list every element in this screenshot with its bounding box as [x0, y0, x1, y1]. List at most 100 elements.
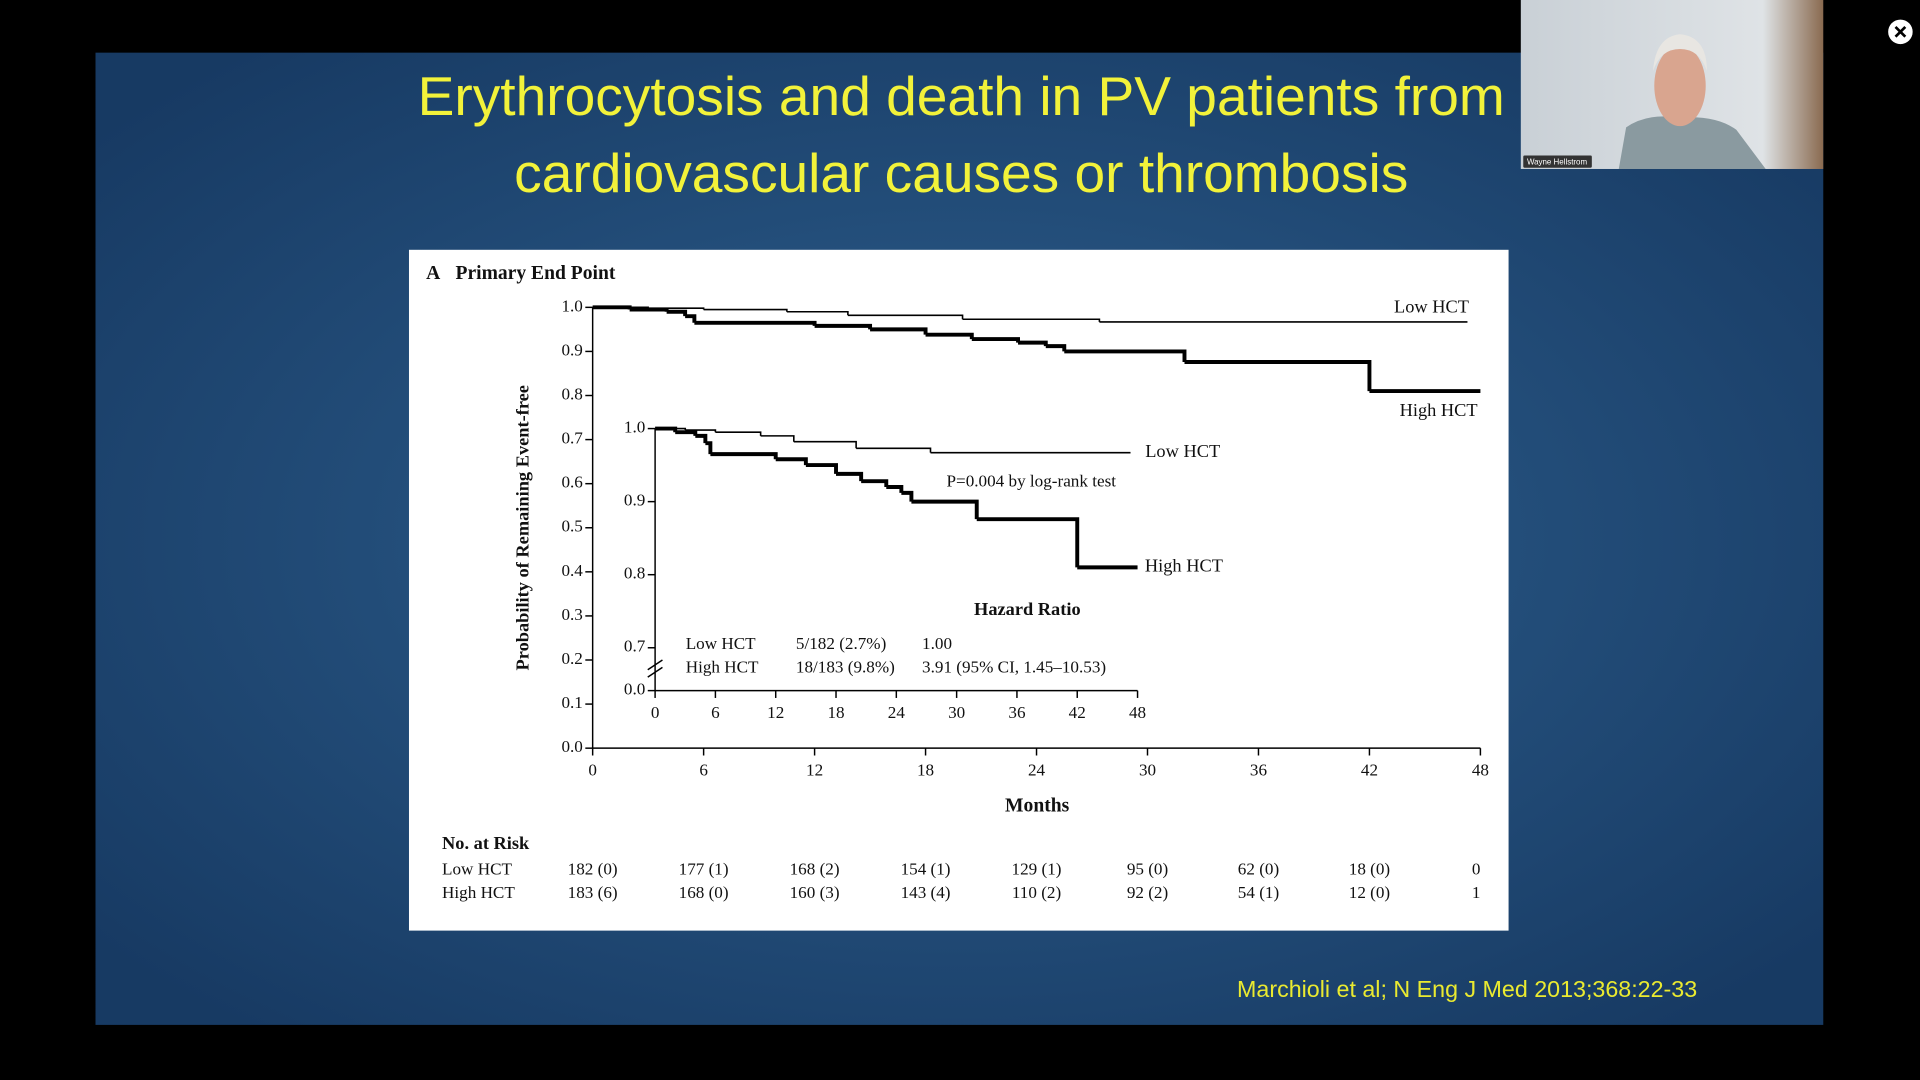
- km-step: [962, 318, 1101, 322]
- inset-series-label: High HCT: [1145, 556, 1223, 576]
- x-tick-label: 12: [806, 760, 823, 779]
- inset-km-step: [715, 431, 762, 436]
- inset-x-tick-label: 36: [1008, 703, 1026, 722]
- km-step: [592, 305, 632, 310]
- inset-km-step: [760, 435, 795, 442]
- at-risk-cell: 129 (1): [1012, 860, 1062, 879]
- slide-title: Erythrocytosis and death in PV patients …: [418, 65, 1505, 127]
- y-tick-label: 0.5: [561, 517, 582, 536]
- inset-x-tick-label: 6: [711, 703, 720, 722]
- close-button[interactable]: [1888, 19, 1913, 45]
- y-tick-label: 0.9: [561, 340, 582, 359]
- km-step: [685, 314, 697, 323]
- inset-y-tick-label: 0.8: [624, 564, 645, 583]
- inset-km-step: [886, 485, 904, 493]
- at-risk-cell: 183 (6): [568, 883, 618, 902]
- at-risk-cell: 110 (2): [1012, 883, 1061, 902]
- km-step: [1018, 340, 1048, 347]
- at-risk-cell: 18 (0): [1349, 860, 1390, 879]
- slide-title: cardiovascular causes or thrombosis: [514, 142, 1408, 204]
- at-risk-cell: 177 (1): [679, 860, 729, 879]
- inset-x-tick-label: 0: [651, 703, 660, 722]
- at-risk-cell: 1: [1472, 883, 1481, 902]
- inset-x-tick-label: 18: [827, 703, 844, 722]
- at-risk-cell: 62 (0): [1238, 860, 1279, 879]
- inset-km-step: [705, 441, 713, 455]
- y-tick-label: 0.2: [561, 649, 582, 668]
- hazard-cell: 1.00: [922, 634, 952, 653]
- km-step: [925, 332, 974, 340]
- panel-letter: A: [426, 263, 440, 284]
- inset-km-step: [976, 517, 1080, 568]
- at-risk-cell: 143 (4): [901, 883, 951, 902]
- at-risk-cell: 54 (1): [1238, 883, 1279, 902]
- inset-x-tick-label: 24: [888, 703, 906, 722]
- y-tick-label: 0.1: [561, 693, 582, 712]
- y-tick-label: 0.7: [561, 429, 583, 448]
- km-step: [786, 310, 849, 316]
- at-risk-label: High HCT: [442, 883, 515, 902]
- at-risk-cell: 160 (3): [790, 883, 840, 902]
- inset-y-tick-label: 0.0: [624, 680, 645, 699]
- citation: Marchioli et al; N Eng J Med 2013;368:22…: [1237, 976, 1697, 1002]
- at-risk-title: No. at Risk: [442, 833, 530, 853]
- x-axis-label: Months: [1005, 795, 1070, 816]
- km-step: [629, 307, 669, 312]
- at-risk-cell: 92 (2): [1127, 883, 1168, 902]
- x-tick-label: 6: [699, 760, 708, 779]
- at-risk-label: Low HCT: [442, 860, 512, 879]
- inset-km-step: [911, 499, 979, 520]
- y-tick-label: 0.8: [561, 384, 582, 403]
- inset-x-tick-label: 12: [767, 703, 784, 722]
- y-tick-label: 0.4: [561, 561, 583, 580]
- x-tick-label: 36: [1250, 760, 1268, 779]
- inset-y-tick-label: 0.9: [624, 491, 645, 510]
- inset-y-tick-label: 1.0: [624, 418, 645, 437]
- y-tick-label: 0.0: [561, 737, 582, 756]
- inset-km-step: [695, 433, 708, 444]
- inset-x-tick-label: 48: [1129, 703, 1146, 722]
- y-tick-label: 1.0: [561, 296, 582, 315]
- km-step: [1045, 344, 1067, 352]
- participant-name: Wayne Hellstrom: [1527, 157, 1588, 166]
- hazard-title: Hazard Ratio: [974, 599, 1081, 619]
- inset-km-step: [901, 490, 914, 502]
- inset-x-tick-label: 42: [1069, 703, 1086, 722]
- hazard-cell: 18/183 (9.8%): [796, 658, 895, 677]
- x-tick-label: 24: [1028, 760, 1046, 779]
- inset-y-tick-label: 0.7: [624, 637, 646, 656]
- km-step: [847, 314, 964, 320]
- x-tick-label: 0: [588, 760, 597, 779]
- inset-km-step: [836, 471, 864, 482]
- inset-x-tick-label: 30: [948, 703, 965, 722]
- y-tick-label: 0.3: [561, 605, 582, 624]
- webcam: Wayne Hellstrom: [1520, 0, 1824, 169]
- inset-km-step: [805, 463, 838, 474]
- at-risk-cell: 168 (2): [790, 860, 840, 879]
- at-risk-cell: 168 (0): [679, 883, 729, 902]
- axis-break: [647, 659, 663, 678]
- inset-km-step: [793, 440, 857, 449]
- at-risk-cell: 0: [1472, 860, 1481, 879]
- annotation: P=0.004 by log-rank test: [947, 471, 1117, 490]
- at-risk-cell: 154 (1): [901, 860, 951, 879]
- inset-km-step: [675, 430, 698, 436]
- km-step: [1184, 360, 1372, 392]
- at-risk-cell: 12 (0): [1349, 883, 1390, 902]
- x-tick-label: 18: [917, 760, 934, 779]
- hazard-cell: High HCT: [686, 658, 759, 677]
- x-tick-label: 42: [1361, 760, 1378, 779]
- y-axis-label: Probability of Remaining Event-free: [512, 385, 532, 670]
- inset-km-step: [856, 447, 932, 453]
- at-risk-cell: 182 (0): [568, 860, 618, 879]
- hazard-cell: Low HCT: [686, 634, 756, 653]
- inset-series-label: Low HCT: [1145, 441, 1220, 461]
- at-risk-cell: 95 (0): [1127, 860, 1168, 879]
- series-label: High HCT: [1400, 400, 1478, 420]
- chart-title: Primary End Point: [456, 263, 616, 284]
- series-label: Low HCT: [1394, 297, 1469, 317]
- x-tick-label: 48: [1472, 760, 1489, 779]
